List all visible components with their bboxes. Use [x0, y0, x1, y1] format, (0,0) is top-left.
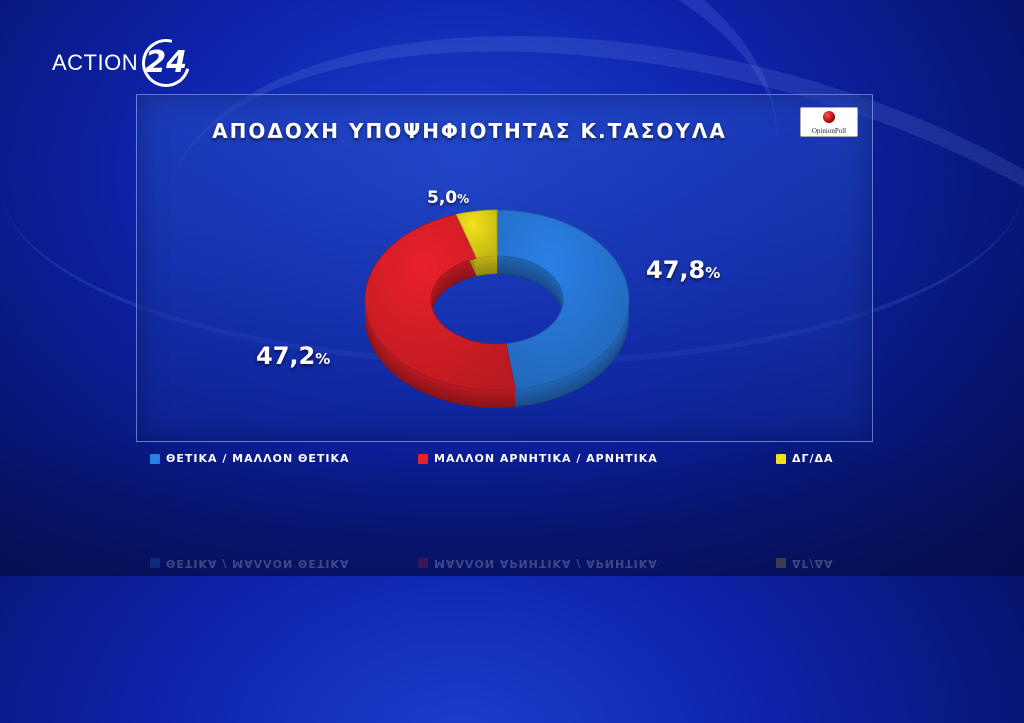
legend-label: ΔΓ/ΔΑ	[792, 452, 834, 465]
chart-legend: ΘΕΤΙΚΑ / ΜΑΛΛΟΝ ΘΕΤΙΚΑ ΜΑΛΛΟΝ ΑΡΝΗΤΙΚΑ /…	[0, 452, 1024, 472]
slice-dont-know	[455, 209, 498, 259]
slice-label-positive: 47,8%	[646, 256, 721, 284]
chart-title: ΑΠΟΔΟΧΗ ΥΠΟΨΗΦΙΟΤΗΤΑΣ Κ.ΤΑΣΟΥΛΑ	[212, 119, 727, 143]
floor-gradient	[0, 438, 1024, 576]
reflection-item: ΘΕΤΙΚΑ / ΜΑΛΛΟΝ ΘΕΤΙΚΑ	[150, 557, 350, 570]
slice-negative	[364, 213, 516, 391]
logo-number: 24	[145, 45, 187, 80]
opinionpoll-logo-text: OpinionPoll	[811, 127, 847, 135]
slice-label-dont-know: 5,0%	[427, 188, 470, 208]
logo-text: ACTION	[52, 50, 139, 75]
legend-item-dont-know: ΔΓ/ΔΑ	[776, 452, 834, 465]
reflection-item: ΜΑΛΛΟΝ ΑΡΝΗΤΙΚΑ / ΑΡΝΗΤΙΚΑ	[418, 557, 658, 570]
opinionpoll-logo: OpinionPoll	[800, 107, 858, 137]
legend-reflection: ΘΕΤΙΚΑ / ΜΑΛΛΟΝ ΘΕΤΙΚΑ ΜΑΛΛΟΝ ΑΡΝΗΤΙΚΑ /…	[0, 540, 1024, 570]
legend-swatch-blue	[150, 453, 160, 464]
legend-label: ΘΕΤΙΚΑ / ΜΑΛΛΟΝ ΘΕΤΙΚΑ	[166, 452, 350, 465]
legend-swatch-red	[418, 453, 428, 464]
legend-label: ΜΑΛΛΟΝ ΑΡΝΗΤΙΚΑ / ΑΡΝΗΤΙΚΑ	[434, 452, 658, 465]
slice-label-negative: 47,2%	[256, 342, 331, 370]
donut-chart	[364, 209, 630, 409]
channel-logo: ACTION 24	[52, 30, 199, 96]
reflection-item: ΔΓ/ΔΑ	[776, 557, 834, 570]
logo-number-badge: 24	[133, 30, 199, 96]
legend-item-positive: ΘΕΤΙΚΑ / ΜΑΛΛΟΝ ΘΕΤΙΚΑ	[150, 452, 350, 465]
legend-swatch-yellow	[776, 453, 786, 464]
slice-positive	[496, 209, 630, 390]
legend-item-negative: ΜΑΛΛΟΝ ΑΡΝΗΤΙΚΑ / ΑΡΝΗΤΙΚΑ	[418, 452, 658, 465]
